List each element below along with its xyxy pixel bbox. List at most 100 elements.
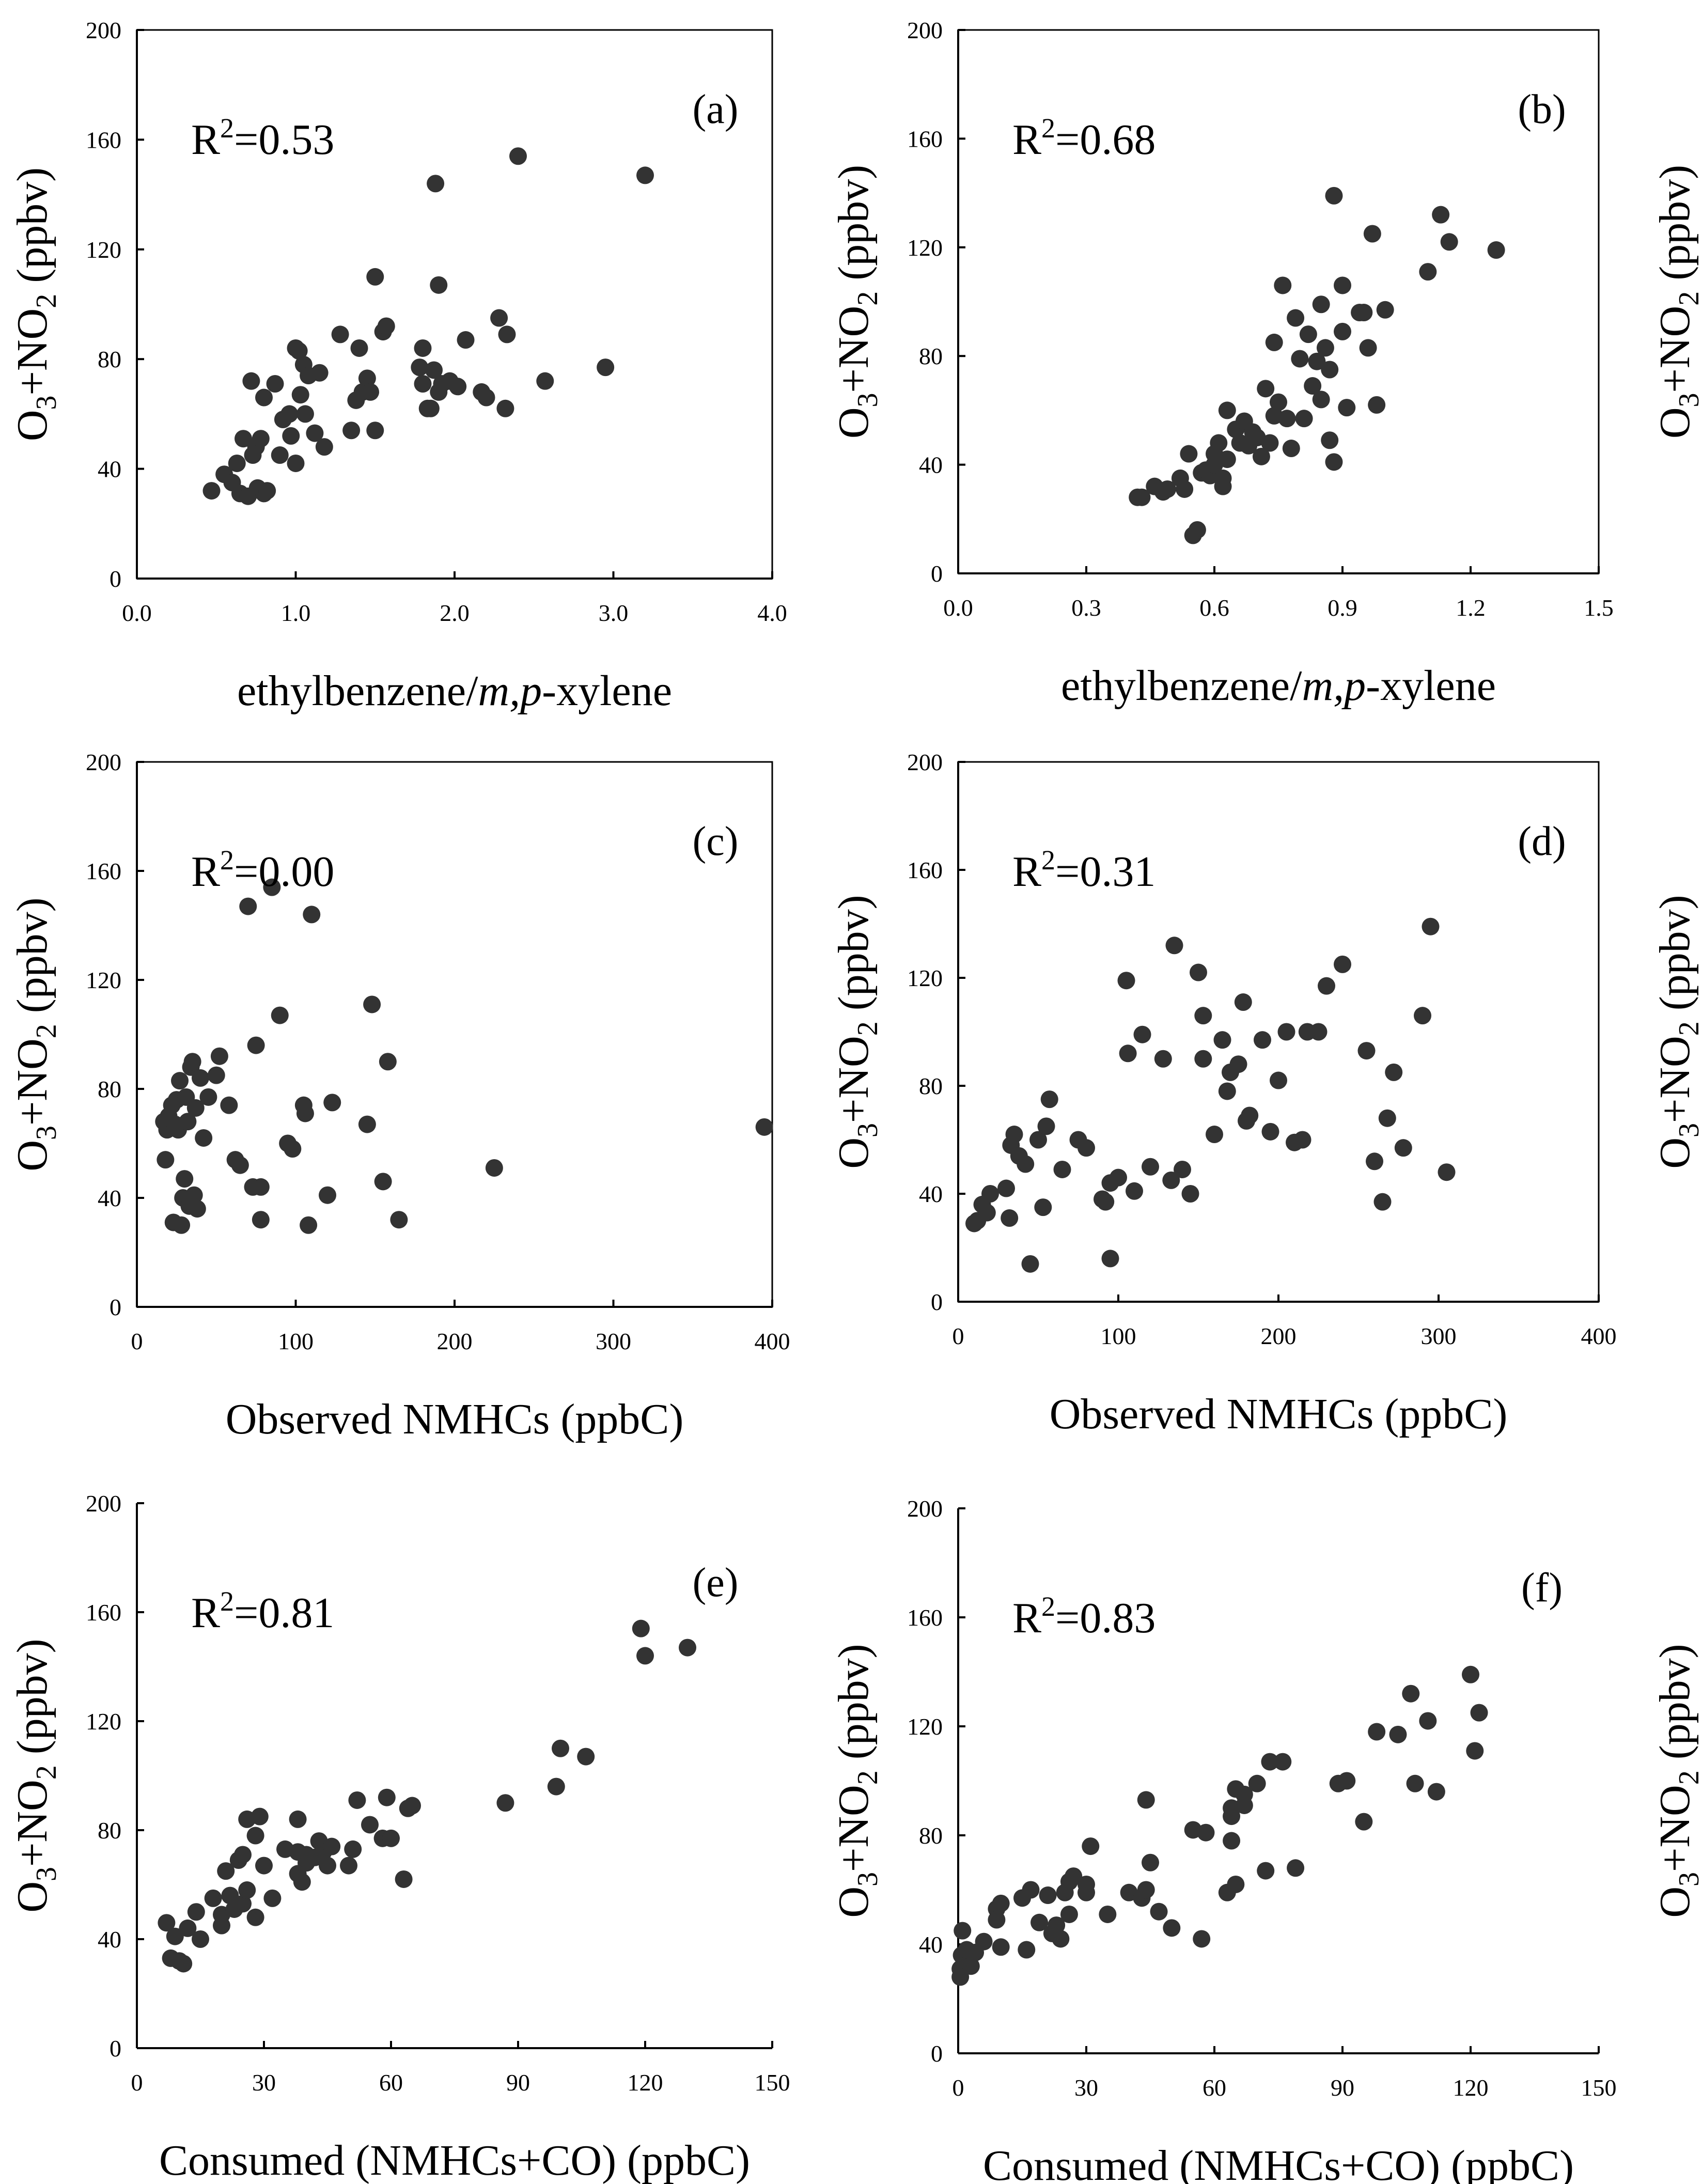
x-tick-label: 0	[131, 1328, 143, 1354]
data-point	[1440, 233, 1458, 251]
data-point	[988, 1911, 1006, 1929]
y-tick-label: 0	[931, 560, 943, 587]
plot-frame	[136, 761, 773, 1308]
y-tick-label: 40	[919, 1931, 943, 1958]
data-point	[179, 1919, 197, 1937]
data-point	[1366, 1152, 1383, 1171]
y-axis-title: O3+NO2 (ppbv)	[8, 1639, 63, 1912]
data-point	[323, 1837, 341, 1855]
data-point	[1078, 1139, 1095, 1157]
x-tick-label: 0.0	[943, 595, 973, 621]
data-point	[1142, 1158, 1159, 1176]
x-tick-label: 0	[131, 2069, 143, 2096]
data-point	[179, 1113, 197, 1131]
data-point	[1295, 410, 1313, 428]
data-point	[1462, 1665, 1479, 1683]
data-point	[1039, 1886, 1057, 1905]
data-point	[975, 1932, 993, 1951]
panel-label: (f)	[1521, 1565, 1563, 1611]
data-point	[1176, 480, 1194, 498]
data-point	[1257, 380, 1275, 398]
scatter-panel-b: 0 40 80 120 160 200 0.0 0.3 0.6 0.9 1.2 1.5 R2=0.68 (…	[830, 17, 1702, 710]
data-point	[1363, 225, 1381, 243]
data-point	[1470, 1704, 1488, 1722]
x-tick-label: 3.0	[599, 600, 629, 626]
data-point	[1001, 1209, 1019, 1227]
x-tick-label: 0.3	[1071, 595, 1101, 621]
data-point	[296, 1104, 314, 1122]
data-point	[217, 1862, 235, 1880]
y-axis-title: O3+NO2 (ppbv)	[1651, 165, 1702, 439]
y-axis-title: O3+NO2 (ppbv)	[830, 1644, 884, 1917]
data-point	[185, 1186, 203, 1204]
data-point	[1110, 1168, 1127, 1187]
data-point	[192, 1930, 209, 1948]
r2-annotation: R2=0.81	[191, 1586, 334, 1637]
data-point	[251, 1807, 269, 1826]
panel-label: (d)	[1518, 819, 1566, 864]
data-point	[1241, 1106, 1259, 1125]
data-point	[1293, 1131, 1311, 1149]
data-point	[981, 1185, 999, 1203]
data-point	[1368, 1723, 1386, 1741]
x-tick-label: 1.2	[1456, 595, 1486, 621]
data-point	[1406, 1774, 1424, 1792]
data-point	[403, 1797, 421, 1815]
data-point	[1304, 377, 1322, 395]
data-point	[1005, 1126, 1023, 1144]
data-point	[1368, 396, 1386, 414]
data-point	[1355, 304, 1373, 322]
y-tick-label: 80	[98, 1817, 121, 1844]
x-tick-label: 1.5	[1584, 595, 1614, 621]
data-point	[1321, 361, 1339, 379]
y-axis-title: O3+NO2 (ppbv)	[8, 897, 63, 1171]
data-point	[255, 1857, 273, 1875]
x-tick-label: 0.6	[1199, 595, 1229, 621]
x-tick-label: 100	[1101, 1323, 1136, 1349]
y-tick-label: 0	[110, 2035, 121, 2062]
data-point	[1373, 1193, 1392, 1211]
data-point	[319, 1857, 336, 1875]
data-point	[1078, 1883, 1095, 1901]
data-point	[636, 166, 654, 184]
data-point	[1402, 1684, 1420, 1703]
data-point	[1218, 401, 1236, 419]
data-point	[425, 361, 443, 379]
data-point	[289, 1810, 307, 1828]
data-point	[390, 1211, 408, 1229]
data-point	[213, 1916, 230, 1935]
data-point	[192, 1069, 209, 1087]
data-point	[228, 454, 246, 472]
data-point	[1181, 1185, 1199, 1203]
data-point	[1274, 1753, 1292, 1771]
data-point	[1422, 917, 1440, 935]
data-point	[1277, 1023, 1295, 1041]
data-point	[1414, 1007, 1431, 1025]
data-point	[1117, 972, 1135, 990]
data-point	[1218, 1082, 1236, 1100]
data-point	[234, 1846, 252, 1864]
data-point	[1150, 1902, 1168, 1921]
x-axis-title: Observed NMHCs (ppbC)	[1050, 1390, 1508, 1438]
data-point	[382, 1829, 400, 1847]
data-point	[1432, 206, 1450, 224]
data-point	[1325, 186, 1343, 205]
data-point	[1159, 480, 1177, 498]
y-tick-label: 40	[919, 1181, 943, 1207]
data-point	[1052, 1930, 1070, 1948]
data-point	[1021, 1255, 1039, 1273]
y-tick-label: 160	[86, 1599, 121, 1626]
data-point	[1188, 521, 1206, 539]
data-point	[344, 1840, 362, 1858]
data-point	[210, 1047, 228, 1065]
data-point	[577, 1748, 595, 1766]
y-tick-label: 40	[98, 456, 121, 482]
data-point	[362, 383, 380, 401]
data-point	[186, 1099, 205, 1117]
y-tick-label: 120	[86, 237, 121, 263]
data-point	[252, 430, 270, 448]
data-point	[1197, 1823, 1215, 1842]
data-point	[1029, 1131, 1047, 1149]
y-tick-label: 0	[110, 566, 121, 592]
